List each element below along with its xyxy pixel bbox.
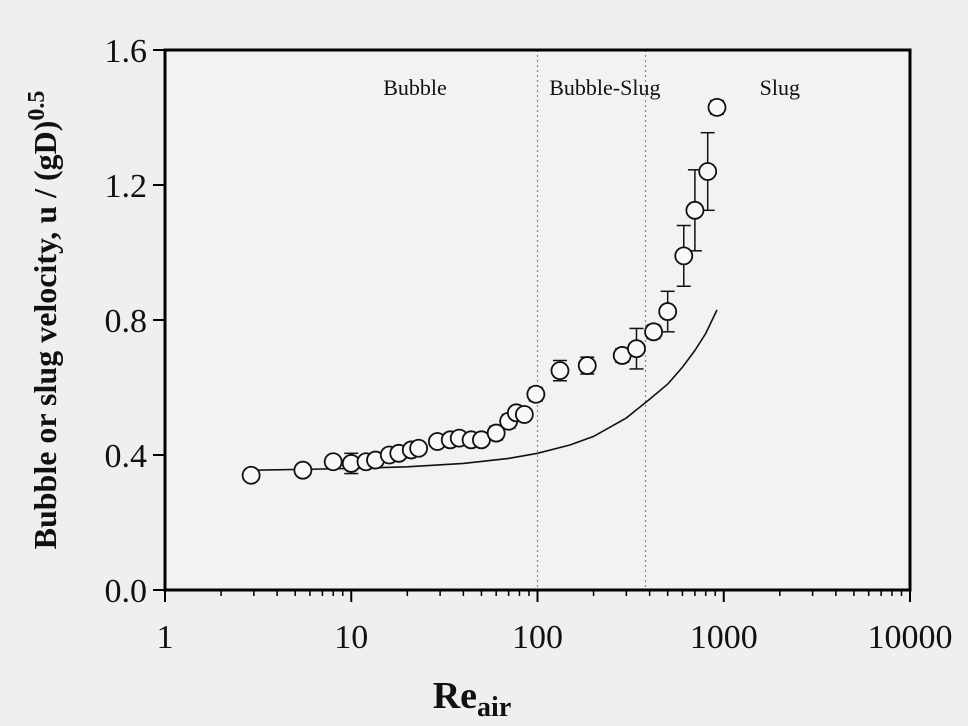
data-point xyxy=(527,386,544,403)
data-point xyxy=(410,440,427,457)
data-point xyxy=(551,362,568,379)
y-axis-title-superscript: 0.5 xyxy=(24,91,50,121)
data-point xyxy=(516,406,533,423)
x-tick-label: 1 xyxy=(157,619,174,656)
data-point xyxy=(686,202,703,219)
x-tick-label: 10000 xyxy=(868,619,953,656)
x-tick-label: 1000 xyxy=(690,619,758,656)
data-point xyxy=(709,99,726,116)
y-axis-title-main: Bubble or slug velocity, u / (gD) xyxy=(27,121,63,550)
data-point xyxy=(699,163,716,180)
x-axis-title-main: Re xyxy=(433,675,477,717)
data-point xyxy=(243,467,260,484)
data-point xyxy=(579,357,596,374)
y-tick-label: 1.6 xyxy=(105,33,148,70)
data-point xyxy=(628,340,645,357)
y-tick-label: 0.8 xyxy=(105,303,148,340)
region-label: Slug xyxy=(760,75,800,100)
y-axis-title: Bubble or slug velocity, u / (gD)0.5 xyxy=(24,91,63,550)
x-axis-title-subscript: air xyxy=(477,692,511,723)
data-point xyxy=(294,462,311,479)
x-tick-label: 10 xyxy=(334,619,368,656)
region-label: Bubble xyxy=(383,75,447,100)
data-point xyxy=(659,303,676,320)
data-point xyxy=(325,453,342,470)
data-point xyxy=(675,247,692,264)
y-tick-label: 0.4 xyxy=(105,438,148,475)
data-point xyxy=(645,323,662,340)
y-tick-label: 1.2 xyxy=(105,168,148,205)
region-label: Bubble-Slug xyxy=(549,75,660,100)
x-tick-label: 100 xyxy=(512,619,563,656)
y-tick-label: 0.0 xyxy=(105,573,148,610)
